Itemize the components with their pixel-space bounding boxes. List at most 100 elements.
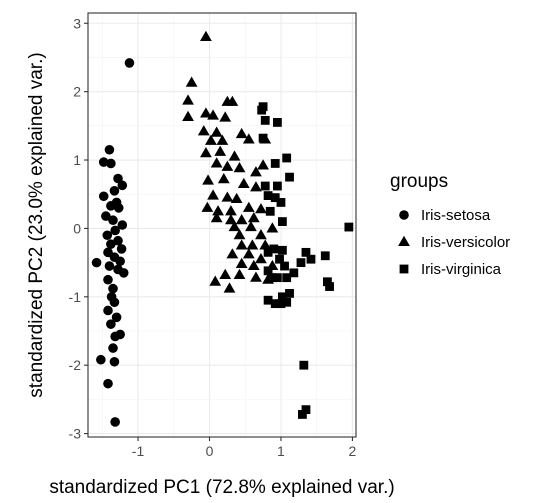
data-point-iris-virginica — [276, 299, 286, 309]
data-point-iris-setosa — [124, 58, 135, 68]
y-axis-ticks: -3 -2 -1 0 1 2 3 — [69, 15, 88, 442]
plot-panel — [88, 13, 356, 437]
data-point-iris-virginica — [260, 115, 270, 125]
data-point-iris-versicolor — [266, 222, 279, 233]
data-point-iris-versicolor — [200, 107, 212, 118]
x-tick-label: 0 — [206, 443, 214, 459]
data-point-iris-setosa — [106, 201, 116, 211]
data-point-iris-versicolor — [225, 205, 237, 216]
data-point-iris-virginica — [270, 159, 280, 168]
data-point-iris-versicolor — [200, 30, 212, 41]
data-point-iris-versicolor — [233, 268, 246, 279]
data-point-iris-setosa — [108, 215, 118, 226]
data-point-iris-setosa — [117, 180, 128, 191]
data-point-iris-versicolor — [209, 275, 222, 286]
data-point-iris-versicolor — [242, 201, 255, 212]
data-point-iris-versicolor — [205, 134, 217, 145]
data-point-iris-virginica — [263, 266, 273, 276]
data-point-iris-setosa — [106, 158, 116, 169]
data-point-iris-virginica — [344, 222, 354, 232]
data-point-iris-versicolor — [201, 201, 214, 212]
data-point-iris-setosa — [102, 230, 113, 241]
data-point-iris-virginica — [270, 193, 280, 203]
data-point-iris-versicolor — [202, 174, 214, 185]
legend-key-square — [399, 264, 409, 274]
data-point-iris-versicolor — [242, 133, 255, 144]
data-point-iris-virginica — [260, 181, 270, 191]
data-point-iris-versicolor — [250, 271, 262, 282]
data-point-iris-versicolor — [237, 177, 250, 188]
data-point-iris-setosa — [116, 244, 127, 254]
data-point-iris-versicolor — [219, 268, 232, 279]
legend-key-triangle — [398, 235, 410, 247]
data-point-iris-virginica — [263, 191, 273, 200]
data-point-iris-setosa — [104, 261, 115, 271]
data-point-iris-versicolor — [185, 76, 198, 87]
data-point-iris-setosa — [106, 239, 116, 249]
data-point-iris-virginica — [306, 254, 316, 264]
data-point-iris-virginica — [265, 206, 275, 216]
data-point-iris-virginica — [276, 198, 286, 207]
legend: Iris-setosa Iris-versicolor Iris-virginica — [398, 207, 510, 278]
data-point-iris-versicolor — [235, 127, 248, 139]
data-point-iris-virginica — [257, 105, 267, 115]
data-point-iris-versicolor — [246, 239, 259, 250]
data-point-iris-virginica — [272, 118, 282, 127]
data-point-iris-versicolor — [247, 259, 260, 271]
data-point-iris-virginica — [282, 297, 292, 307]
data-point-iris-setosa — [113, 235, 123, 246]
data-point-iris-setosa — [117, 220, 128, 230]
data-point-iris-setosa — [106, 319, 116, 329]
data-point-iris-setosa — [108, 343, 118, 353]
y-tick-label: 3 — [73, 15, 81, 31]
data-point-iris-virginica — [275, 254, 284, 264]
data-point-iris-versicolor — [221, 191, 234, 202]
data-point-iris-virginica — [277, 245, 287, 255]
data-points — [91, 30, 354, 427]
data-point-iris-versicolor — [226, 248, 239, 259]
data-point-iris-setosa — [109, 186, 120, 196]
data-point-iris-versicolor — [214, 145, 227, 156]
data-point-iris-virginica — [282, 153, 292, 163]
y-axis-title: standardized PC2 (23.0% explained var.) — [26, 52, 47, 397]
data-point-iris-virginica — [258, 133, 268, 143]
data-point-iris-versicolor — [182, 110, 194, 121]
data-point-iris-setosa — [101, 211, 111, 221]
data-point-iris-virginica — [325, 282, 334, 291]
data-point-iris-versicolor — [225, 214, 237, 225]
data-point-iris-virginica — [298, 410, 307, 419]
data-point-iris-versicolor — [212, 205, 224, 216]
x-axis-ticks: -1 0 1 2 — [132, 437, 357, 459]
data-point-iris-virginica — [285, 288, 294, 298]
data-point-iris-versicolor — [216, 134, 229, 145]
data-point-iris-setosa — [103, 274, 113, 285]
data-point-iris-versicolor — [207, 109, 219, 120]
data-point-iris-versicolor — [233, 229, 246, 240]
data-point-iris-versicolor — [230, 192, 243, 204]
data-point-iris-versicolor — [257, 159, 269, 170]
data-point-iris-setosa — [96, 354, 106, 365]
data-point-iris-versicolor — [210, 126, 223, 137]
data-point-iris-virginica — [277, 292, 287, 302]
data-point-iris-virginica — [282, 273, 292, 283]
data-point-iris-setosa — [113, 173, 123, 184]
data-point-iris-versicolor — [250, 166, 262, 177]
y-tick-label: -2 — [69, 357, 82, 373]
x-tick-label: -1 — [132, 443, 145, 459]
data-point-iris-versicolor — [250, 181, 262, 192]
data-point-iris-versicolor — [182, 94, 194, 105]
data-point-iris-setosa — [110, 225, 120, 236]
data-point-iris-setosa — [109, 356, 120, 367]
data-point-iris-setosa — [98, 157, 109, 167]
data-point-iris-virginica — [289, 268, 299, 278]
x-tick-label: 2 — [349, 443, 357, 459]
data-point-iris-virginica — [323, 277, 332, 287]
data-point-iris-setosa — [91, 257, 102, 268]
data-point-iris-virginica — [301, 405, 311, 415]
y-tick-label: -3 — [69, 426, 82, 442]
data-point-iris-setosa — [115, 256, 125, 267]
data-point-iris-setosa — [111, 312, 122, 323]
data-point-iris-versicolor — [255, 203, 267, 214]
data-point-iris-versicolor — [226, 95, 239, 106]
